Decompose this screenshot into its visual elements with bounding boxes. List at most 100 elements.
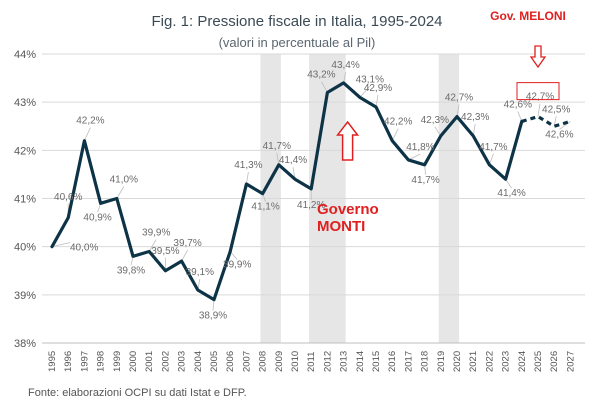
label-leader-2013 xyxy=(343,71,346,83)
data-label-2019: 42,3% xyxy=(421,115,449,126)
data-label-1998: 40,9% xyxy=(83,212,111,223)
label-leader-2007 xyxy=(246,171,249,185)
y-tick-label-43: 43% xyxy=(14,97,36,109)
annotation-monti-arrow xyxy=(336,120,360,161)
y-tick-label-40: 40% xyxy=(14,242,36,254)
data-label-2024: 42,6% xyxy=(504,99,532,110)
data-label-1996: 40,6% xyxy=(54,192,82,203)
data-label-2025: 42,7% xyxy=(526,92,554,103)
label-leader-2025 xyxy=(537,103,541,117)
data-labels: 40,0% 40,6% 42,2% 40,9% 41,0% 39,8% 39,9% 39,5%… xyxy=(54,60,574,322)
data-label-2008: 41,1% xyxy=(251,202,279,213)
x-tick-label-2002: 2002 xyxy=(160,351,171,372)
data-label-2026: 42,5% xyxy=(542,104,570,115)
x-tick-label-2012: 2012 xyxy=(322,351,333,372)
annotation-meloni-box xyxy=(516,82,560,101)
label-leader-2016 xyxy=(391,128,399,141)
annotation-monti-line1: Governo xyxy=(317,201,379,218)
label-leader-2027 xyxy=(559,121,571,130)
x-tick-label-2015: 2015 xyxy=(371,351,382,372)
data-label-2017: 41,8% xyxy=(406,142,434,153)
data-label-2006: 39,9% xyxy=(223,259,251,270)
label-leader-2014 xyxy=(359,86,371,98)
x-tick-label-1996: 1996 xyxy=(63,351,74,372)
series-line xyxy=(50,81,524,302)
x-tick-label-2006: 2006 xyxy=(225,351,236,372)
label-leader-2019 xyxy=(434,126,442,137)
y-tick-label-44: 44% xyxy=(14,49,36,61)
data-label-2005: 38,9% xyxy=(199,311,227,322)
label-leader-1995 xyxy=(51,242,71,248)
chart-title: Fig. 1: Pressione fiscale in Italia, 199… xyxy=(152,13,443,30)
x-tick-label-2018: 2018 xyxy=(420,351,431,372)
data-label-2002: 39,5% xyxy=(151,246,179,257)
data-label-2027: 42,6% xyxy=(545,129,573,140)
label-leader-2009 xyxy=(276,152,280,165)
series-lines xyxy=(50,81,571,302)
data-label-2010: 41,4% xyxy=(279,155,307,166)
label-leader-1997 xyxy=(84,127,91,141)
y-tick-label-42: 42% xyxy=(14,145,36,157)
chart-source: Fonte: elaborazioni OCPI su dati Istat e… xyxy=(28,387,247,399)
data-label-2013: 43,4% xyxy=(331,60,359,71)
x-tick-label-2000: 2000 xyxy=(128,351,139,372)
x-tick-label-2005: 2005 xyxy=(209,351,220,372)
data-label-2000: 39,8% xyxy=(117,265,145,276)
annotation-monti-line2: MONTI xyxy=(317,218,365,235)
chart-subtitle: (valori in percentuale al Pil) xyxy=(219,35,376,50)
x-tick-label-2019: 2019 xyxy=(436,351,447,372)
data-label-2003: 39,7% xyxy=(173,238,201,249)
data-label-1995: 40,0% xyxy=(70,243,98,254)
x-tick-label-1997: 1997 xyxy=(79,351,90,372)
label-leader-2003 xyxy=(181,249,188,262)
x-tick-label-2008: 2008 xyxy=(258,351,269,372)
data-label-2022: 41,7% xyxy=(479,142,507,153)
x-tick-label-1998: 1998 xyxy=(96,351,107,372)
label-leader-lines xyxy=(51,71,571,311)
x-tick-label-2003: 2003 xyxy=(177,351,188,372)
data-label-2018: 41,7% xyxy=(411,175,439,186)
data-label-1997: 42,2% xyxy=(76,116,104,127)
data-label-2016: 42,2% xyxy=(384,117,412,128)
label-leader-2023 xyxy=(505,179,512,189)
label-leader-1999 xyxy=(116,186,125,199)
x-tick-label-2020: 2020 xyxy=(452,351,463,372)
x-tick-label-1995: 1995 xyxy=(47,351,58,372)
y-tick-label-41: 41% xyxy=(14,194,36,206)
data-label-2021: 42,3% xyxy=(461,112,489,123)
data-label-2011: 41,2% xyxy=(297,200,325,211)
data-label-2015: 42,9% xyxy=(364,83,392,94)
x-tick-label-2001: 2001 xyxy=(144,351,155,372)
x-tick-label-2016: 2016 xyxy=(387,351,398,372)
x-tick-label-2014: 2014 xyxy=(355,351,366,372)
x-tick-label-1999: 1999 xyxy=(112,351,123,372)
label-leader-2012 xyxy=(321,81,328,93)
x-tick-label-2022: 2022 xyxy=(484,351,495,372)
data-label-2001: 39,9% xyxy=(142,227,170,238)
y-tick-label-39: 39% xyxy=(14,290,36,302)
x-tick-label-2013: 2013 xyxy=(339,351,350,372)
x-tick-label-2010: 2010 xyxy=(290,351,301,372)
x-tick-label-2023: 2023 xyxy=(501,351,512,372)
data-label-2012: 43,2% xyxy=(307,70,335,81)
annotations: Gov. MELONI Governo MONTI xyxy=(317,9,566,235)
y-axis: 38% 39% 40% 41% 42% 43% 44% xyxy=(14,49,36,350)
data-label-2014: 43,1% xyxy=(356,74,384,85)
x-tick-label-2025: 2025 xyxy=(533,351,544,372)
x-tick-label-2004: 2004 xyxy=(193,351,204,372)
y-tick-label-38: 38% xyxy=(14,338,36,350)
x-tick-label-2007: 2007 xyxy=(241,351,252,372)
x-tick-label-2021: 2021 xyxy=(468,351,479,372)
x-axis: 1995 1996 1997 1998 1999 2000 2001 2002 2003 2004… xyxy=(42,342,585,372)
data-label-2009: 41,7% xyxy=(263,141,291,152)
label-leader-2024 xyxy=(517,111,523,122)
annotation-meloni: Gov. MELONI xyxy=(490,9,566,23)
x-tick-label-2026: 2026 xyxy=(549,351,560,372)
label-leader-2020 xyxy=(456,104,460,117)
x-tick-label-2009: 2009 xyxy=(274,351,285,372)
x-tick-label-2017: 2017 xyxy=(403,351,414,372)
data-label-2020: 42,7% xyxy=(445,93,473,104)
data-label-2004: 39,1% xyxy=(186,267,214,278)
label-leader-2005 xyxy=(212,299,215,311)
